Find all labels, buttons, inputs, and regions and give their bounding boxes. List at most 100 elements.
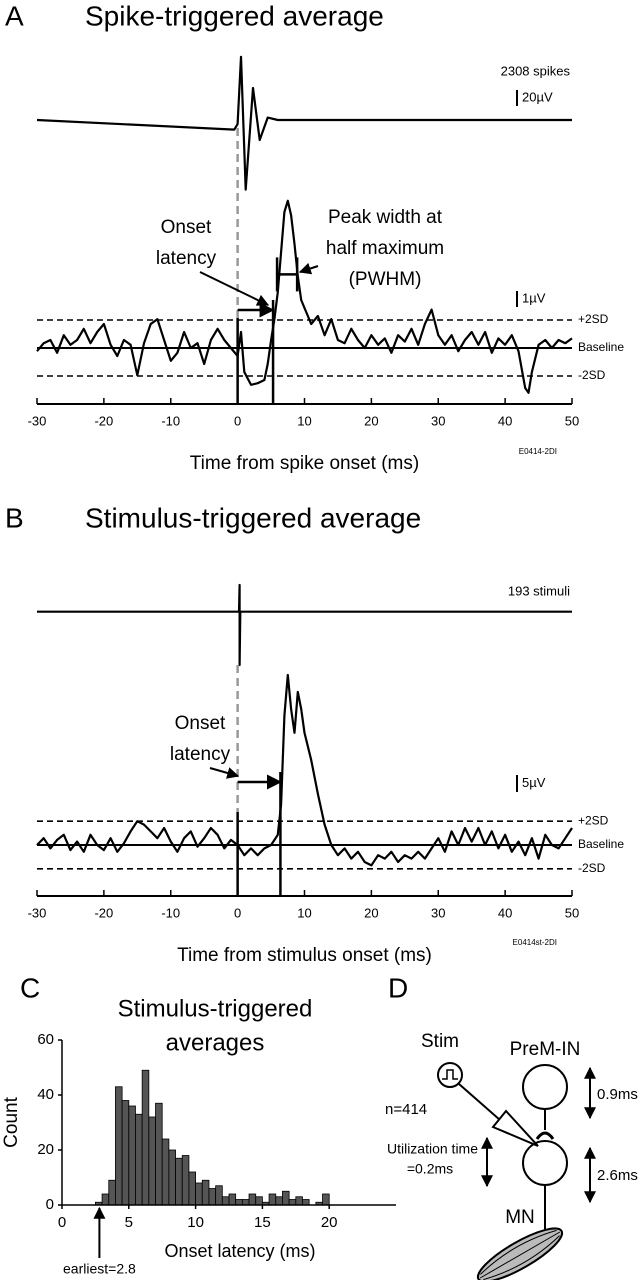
histogram-bar — [235, 1199, 243, 1206]
histogram-bar — [175, 1157, 183, 1206]
premotor-neuron — [522, 1064, 568, 1110]
panel-label: C — [20, 972, 40, 1003]
histogram-bar — [275, 1196, 283, 1206]
histogram-bar — [255, 1196, 263, 1206]
histogram-bar — [195, 1182, 203, 1206]
x-tick-label: 10 — [297, 413, 311, 428]
x-tick-label: 15 — [254, 1214, 271, 1231]
x-axis-label: Time from spike onset (ms) — [190, 453, 419, 474]
pulse-icon — [442, 1069, 458, 1080]
trace — [37, 583, 572, 667]
trace — [36, 199, 573, 394]
panel-label: B — [5, 502, 24, 533]
electrode-wire — [458, 1083, 501, 1121]
x-tick-label: 40 — [498, 413, 512, 428]
x-tick-label: 40 — [498, 905, 512, 920]
node-label: PreM-IN — [510, 1039, 581, 1060]
reference-label: Baseline — [578, 340, 624, 354]
y-tick-label: 40 — [37, 1086, 54, 1103]
scale-bar-label: 1µV — [522, 290, 546, 305]
synapse — [535, 1131, 555, 1140]
histogram-bar — [221, 1196, 230, 1206]
chart-title: Stimulus-triggered average — [85, 502, 421, 533]
annotation: n=414 — [385, 1101, 427, 1118]
x-tick-label: 20 — [364, 905, 378, 920]
histogram-bar — [295, 1196, 303, 1206]
diagram: D PreM-IN MN Stim 0.9ms 2.6ms Utilizatio… — [387, 972, 638, 1280]
time-label: =0.2ms — [407, 1161, 453, 1177]
reference-label: +2SD — [578, 312, 609, 326]
histogram-bar — [121, 1100, 130, 1206]
reference-label: Baseline — [578, 837, 624, 851]
histogram-bar — [135, 1113, 143, 1206]
histogram-bar — [128, 1105, 136, 1206]
footnote: E0414-2DI — [519, 447, 557, 456]
scale-bar-label: 5µV — [522, 775, 546, 790]
x-tick-label: 0 — [234, 905, 241, 920]
x-tick-label: 50 — [565, 905, 579, 920]
x-tick-label: 5 — [125, 1214, 133, 1231]
panel-label: A — [5, 0, 24, 31]
time-label: 0.9ms — [597, 1086, 638, 1103]
histogram-bar — [302, 1199, 310, 1206]
y-tick-label: 60 — [37, 1031, 54, 1048]
histogram-bar — [168, 1149, 176, 1206]
reference-label: +2SD — [578, 813, 609, 827]
time-label: Utilization time — [387, 1141, 478, 1157]
annotation: Onset — [175, 713, 226, 734]
annotation: half maximum — [326, 238, 444, 259]
muscle — [476, 1227, 564, 1280]
panel-label: D — [388, 972, 408, 1003]
y-tick-label: 0 — [46, 1196, 54, 1213]
histogram-bar — [141, 1069, 150, 1206]
x-tick-label: 30 — [431, 905, 445, 920]
histogram-bar — [161, 1138, 170, 1206]
histogram-bar — [248, 1193, 257, 1206]
time-label: 2.6ms — [597, 1167, 638, 1184]
histogram-bar — [188, 1171, 196, 1206]
histogram-bar — [228, 1193, 237, 1206]
annotation: latency — [170, 744, 231, 765]
x-tick-label: 20 — [321, 1214, 338, 1231]
annotation: (PWHM) — [349, 269, 422, 290]
reference-label: -2SD — [578, 861, 606, 875]
x-tick-label: -20 — [94, 413, 113, 428]
x-tick-label: 10 — [297, 905, 311, 920]
count-label: 2308 spikes — [501, 63, 571, 78]
annotation: Onset — [161, 217, 212, 238]
motoneuron — [522, 1140, 568, 1186]
histogram-bar — [181, 1155, 190, 1206]
histogram-bar — [268, 1193, 277, 1206]
annotation: Peak width at — [328, 207, 443, 228]
earliest-label: earliest=2.8 — [63, 1261, 136, 1277]
reference-label: -2SD — [578, 368, 606, 382]
histogram-bar — [155, 1102, 163, 1206]
x-tick-label: 0 — [58, 1214, 66, 1231]
annotation: latency — [156, 248, 217, 269]
x-tick-label: -20 — [94, 905, 113, 920]
stimulator — [437, 1062, 463, 1088]
annotation-arrow — [298, 262, 319, 275]
histogram-bar — [201, 1179, 210, 1206]
x-tick-label: 50 — [565, 413, 579, 428]
chart-title: Stimulus-triggered — [118, 995, 313, 1022]
x-axis-label: Onset latency (ms) — [164, 1241, 315, 1261]
chart-title: Spike-triggered average — [85, 0, 384, 31]
trace — [36, 673, 573, 867]
footnote: E0414st-2DI — [513, 938, 557, 947]
count-label: 193 stimuli — [508, 583, 570, 598]
y-tick-label: 20 — [37, 1141, 54, 1158]
histogram-bar — [101, 1193, 110, 1206]
histogram-bar — [241, 1199, 250, 1206]
histogram-bar — [115, 1086, 123, 1206]
scale-bar-label: 20µV — [522, 89, 553, 104]
y-axis-label: Count — [1, 1096, 22, 1147]
histogram-bar — [282, 1190, 290, 1206]
x-tick-label: 30 — [431, 413, 445, 428]
histogram-bar — [288, 1199, 297, 1206]
x-tick-label: -10 — [161, 413, 180, 428]
chart-title: averages — [166, 1029, 265, 1056]
trace — [36, 55, 572, 191]
histogram-bar — [208, 1188, 217, 1206]
histogram-bar — [108, 1179, 116, 1206]
